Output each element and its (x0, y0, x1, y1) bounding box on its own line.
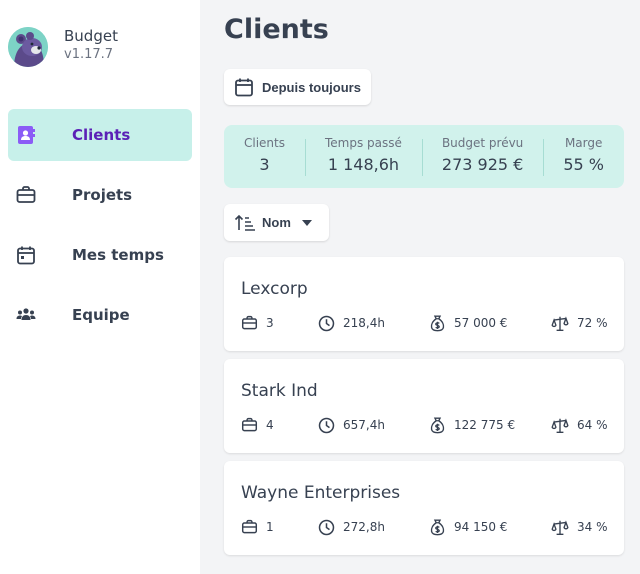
budget-amount: 94 150 € (454, 520, 508, 534)
period-filter-label: Depuis toujours (262, 79, 361, 95)
stat-label: Clients (244, 136, 285, 150)
metric-margin: 34 % (551, 517, 608, 537)
budget-amount: 57 000 € (454, 316, 508, 330)
brand: Budget v1.17.7 (8, 27, 118, 67)
caret-down-icon (301, 219, 312, 226)
stat-value: 1 148,6h (327, 155, 400, 174)
contacts-icon (16, 125, 36, 145)
projects-count: 4 (266, 418, 274, 432)
sort-ascending-icon (234, 214, 255, 231)
stat-clients: Clients 3 (224, 135, 305, 178)
stat-label: Budget prévu (441, 136, 524, 150)
metric-margin: 64 % (551, 415, 608, 435)
client-name: Wayne Enterprises (241, 483, 401, 503)
money-bag-icon (430, 417, 445, 434)
metric-projects: 4 (241, 415, 274, 435)
calendar-icon (235, 78, 253, 97)
scale-icon (551, 315, 569, 331)
time-spent: 657,4h (343, 418, 385, 432)
client-name: Stark Ind (241, 381, 318, 401)
client-name: Lexcorp (241, 279, 308, 299)
sidebar-item-label: Mes temps (72, 246, 164, 264)
app-name: Budget (64, 27, 118, 45)
client-card[interactable]: Lexcorp 3 218,4h 57 000 € 72 % (224, 257, 624, 351)
margin-percent: 72 % (577, 316, 608, 330)
metric-time: 272,8h (318, 517, 385, 537)
sort-label: Nom (262, 215, 291, 230)
margin-percent: 64 % (577, 418, 608, 432)
money-bag-icon (430, 315, 445, 332)
sidebar-item-projets[interactable]: Projets (8, 169, 192, 221)
stat-value: 273 925 € (441, 155, 524, 174)
budget-amount: 122 775 € (454, 418, 516, 432)
metric-projects: 1 (241, 517, 274, 537)
stat-margin: Marge 55 % (543, 135, 624, 178)
sidebar-item-label: Projets (72, 186, 133, 204)
metric-budget: 57 000 € (429, 313, 507, 333)
clock-icon (318, 519, 335, 535)
metric-time: 218,4h (318, 313, 385, 333)
stat-label: Temps passé (325, 136, 402, 150)
stat-value: 3 (259, 155, 270, 174)
client-card[interactable]: Wayne Enterprises 1 272,8h 94 150 € 34 % (224, 461, 624, 555)
briefcase-icon (241, 417, 258, 432)
sort-dropdown[interactable]: Nom (224, 204, 329, 241)
briefcase-icon (241, 519, 258, 534)
sidebar-item-label: Clients (72, 126, 131, 144)
metric-budget: 122 775 € (429, 415, 515, 435)
metric-projects: 3 (241, 313, 274, 333)
page-title: Clients (224, 14, 329, 45)
projects-count: 1 (266, 520, 274, 534)
scale-icon (551, 519, 569, 535)
sidebar-nav: Clients Projets Mes temps (8, 109, 192, 349)
stat-time: Temps passé 1 148,6h (305, 135, 422, 178)
sidebar-item-clients[interactable]: Clients (8, 109, 192, 161)
time-spent: 272,8h (343, 520, 385, 534)
stats-summary: Clients 3 Temps passé 1 148,6h Budget pr… (224, 125, 624, 188)
metric-budget: 94 150 € (429, 517, 507, 537)
stat-label: Marge (564, 136, 603, 150)
sidebar-item-mes-temps[interactable]: Mes temps (8, 229, 192, 281)
sidebar-item-label: Equipe (72, 306, 130, 324)
metric-time: 657,4h (318, 415, 385, 435)
sidebar-item-equipe[interactable]: Equipe (8, 289, 192, 341)
time-spent: 218,4h (343, 316, 385, 330)
clock-icon (318, 417, 335, 433)
calendar-icon (16, 245, 36, 265)
scale-icon (551, 417, 569, 433)
projects-count: 3 (266, 316, 274, 330)
client-list: Lexcorp 3 218,4h 57 000 € 72 % (224, 257, 624, 563)
margin-percent: 34 % (577, 520, 608, 534)
bear-logo (8, 27, 48, 67)
team-icon (16, 305, 36, 325)
period-filter-button[interactable]: Depuis toujours (224, 69, 371, 105)
briefcase-icon (241, 315, 258, 330)
metric-margin: 72 % (551, 313, 608, 333)
sidebar: Budget v1.17.7 Clients (0, 0, 200, 574)
stat-budget: Budget prévu 273 925 € (421, 135, 543, 178)
client-card[interactable]: Stark Ind 4 657,4h 122 775 € 64 % (224, 359, 624, 453)
briefcase-icon (16, 185, 36, 205)
stat-value: 55 % (563, 155, 604, 174)
app-version: v1.17.7 (64, 47, 114, 62)
clock-icon (318, 315, 335, 331)
money-bag-icon (430, 519, 445, 536)
